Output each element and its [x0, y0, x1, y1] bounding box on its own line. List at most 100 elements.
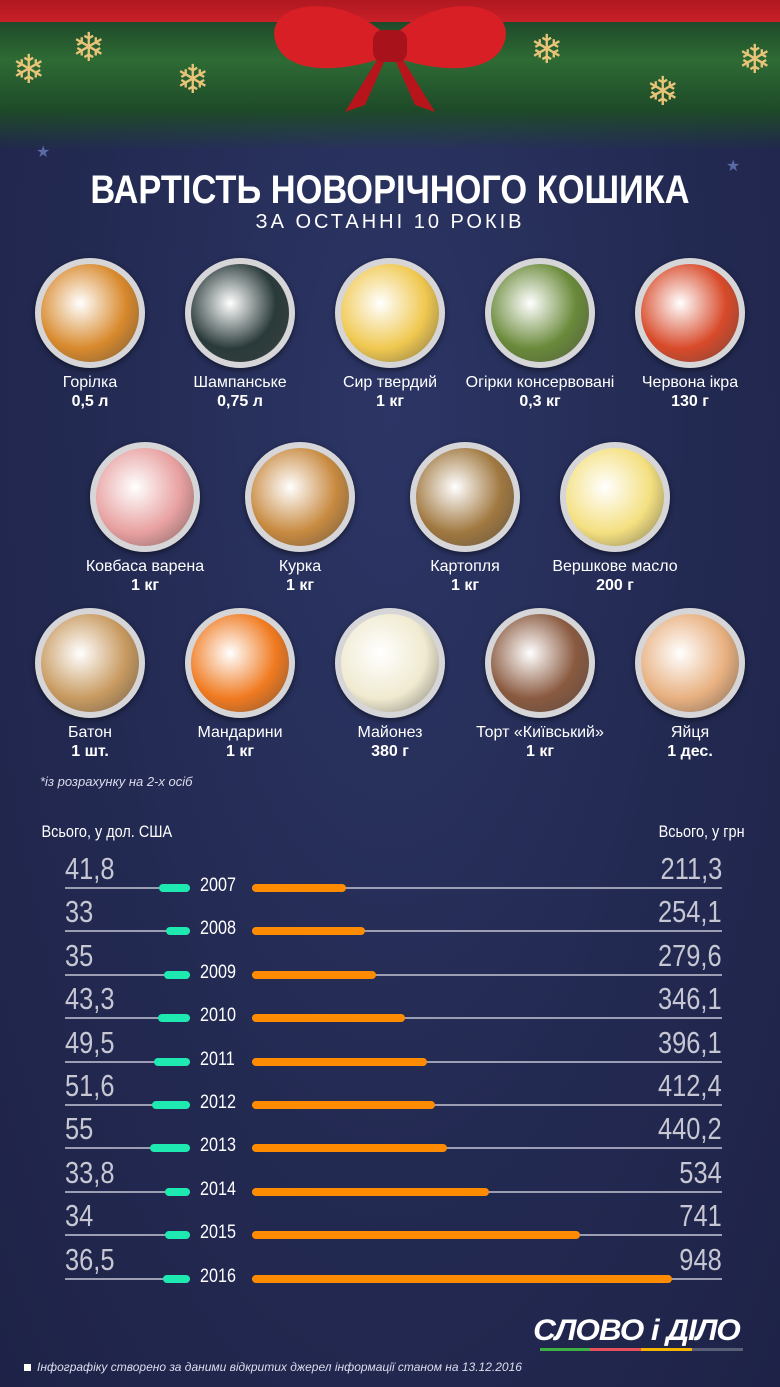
item-photo [335, 258, 445, 368]
uah-bar [252, 927, 365, 936]
item-quantity: 1 шт. [71, 743, 109, 760]
uah-bar [252, 970, 376, 979]
uah-bar [252, 884, 346, 892]
snowflake-icon: ❄ [530, 28, 564, 72]
basket-item: Червона ікра 130 г [600, 258, 780, 411]
page-subtitle: ЗА ОСТАННІ 10 РОКІВ [255, 211, 525, 233]
basket-item: Батон 1 шт. [0, 608, 180, 761]
item-photo [335, 608, 445, 718]
uah-bar [252, 1101, 435, 1109]
basket-item: Яйця 1 дес. [600, 608, 780, 761]
item-photo [245, 442, 355, 552]
basket-item: Курка 1 кг [210, 442, 390, 595]
basket-item: Мандарини 1 кг [150, 608, 330, 761]
uah-bar [252, 1014, 406, 1023]
star-icon: ★ [726, 158, 741, 175]
item-quantity: 1 кг [285, 577, 314, 594]
garland-decoration [0, 0, 780, 150]
item-quantity: 1 кг [375, 393, 404, 410]
uah-value: 254,1 [658, 894, 722, 930]
item-quantity: 0,75 л [217, 393, 263, 410]
logo-stripe [590, 1348, 641, 1351]
item-name: Батон [68, 724, 112, 741]
uah-value: 396,1 [658, 1024, 722, 1060]
usd-bar [163, 1274, 190, 1283]
year-label: 2014 [200, 1178, 236, 1200]
item-quantity: 0,5 л [71, 393, 109, 410]
year-label: 2007 [200, 875, 236, 896]
usd-value: 34 [65, 1198, 94, 1234]
usd-bar [153, 1057, 190, 1066]
year-label: 2009 [200, 961, 236, 983]
usd-value: 36,5 [65, 1241, 115, 1277]
usd-bar [165, 1231, 190, 1240]
item-quantity: 1 кг [225, 743, 254, 760]
footnote: *із розрахунку на 2-х осіб [40, 774, 193, 789]
usd-value: 33,8 [65, 1154, 115, 1190]
item-name: Шампанське [193, 374, 287, 391]
snowflake-icon: ❄ [646, 70, 680, 114]
item-quantity: 380 г [371, 743, 409, 760]
item-quantity: 1 кг [525, 743, 554, 760]
logo-stripe [540, 1348, 590, 1351]
item-photo [185, 608, 295, 718]
usd-value: 49,5 [65, 1024, 115, 1060]
year-label: 2015 [200, 1222, 236, 1244]
logo-stripe [641, 1348, 692, 1351]
square-bullet-icon [24, 1364, 31, 1371]
snowflake-icon: ❄ [738, 38, 772, 82]
uah-bar [252, 1231, 581, 1240]
item-photo [90, 442, 200, 552]
usd-value: 43,3 [65, 981, 115, 1017]
usd-gridline [65, 1060, 190, 1063]
basket-item: Огірки консервовані 0,3 кг [450, 258, 630, 411]
uah-value: 279,6 [658, 937, 722, 973]
usd-value: 41,8 [65, 851, 115, 886]
uah-gridline [252, 973, 722, 976]
usd-bar [158, 1014, 190, 1023]
item-photo [185, 258, 295, 368]
item-quantity: 1 кг [130, 577, 159, 594]
basket-item: Шампанське 0,75 л [150, 258, 330, 411]
year-label: 2012 [200, 1092, 236, 1113]
uah-gridline [252, 1147, 722, 1150]
uah-bar [252, 1274, 672, 1283]
year-label: 2016 [200, 1265, 236, 1287]
uah-axis-label: Всього, у грн [658, 822, 745, 841]
item-name: Картопля [430, 558, 500, 575]
basket-item: Торт «Київський» 1 кг [450, 608, 630, 761]
uah-value: 346,1 [658, 981, 722, 1017]
logo-stripe [692, 1348, 743, 1351]
usd-gridline [65, 930, 190, 933]
usd-gridline [65, 1234, 190, 1237]
basket-item: Сир твердий 1 кг [300, 258, 480, 411]
item-name: Курка [278, 558, 322, 575]
uah-value: 741 [679, 1198, 722, 1234]
item-name: Яйця [670, 724, 710, 741]
uah-value: 534 [679, 1154, 722, 1190]
uah-bar [252, 1057, 428, 1066]
year-label: 2008 [200, 918, 236, 940]
item-photo [410, 442, 520, 552]
uah-bar [252, 1144, 447, 1153]
snowflake-icon: ❄ [12, 48, 46, 92]
item-quantity: 130 г [671, 393, 709, 410]
item-quantity: 200 г [596, 577, 634, 594]
usd-gridline [65, 1104, 190, 1106]
usd-gridline [65, 1017, 190, 1020]
uah-value: 211,3 [660, 851, 722, 886]
star-icon: ★ [36, 144, 51, 161]
usd-bar [164, 970, 190, 979]
usd-gridline [65, 1190, 190, 1193]
basket-item: Вершкове масло 200 г [525, 442, 705, 595]
uah-gridline [252, 887, 722, 889]
item-quantity: 0,3 кг [519, 393, 561, 410]
usd-bar [159, 884, 190, 892]
item-name: Мандарини [197, 724, 283, 741]
year-label: 2010 [200, 1005, 236, 1027]
snowflake-icon: ❄ [176, 58, 210, 102]
usd-bar [149, 1144, 190, 1153]
item-name: Майонез [357, 724, 423, 741]
item-name: Огірки консервовані [465, 374, 615, 391]
item-photo [560, 442, 670, 552]
